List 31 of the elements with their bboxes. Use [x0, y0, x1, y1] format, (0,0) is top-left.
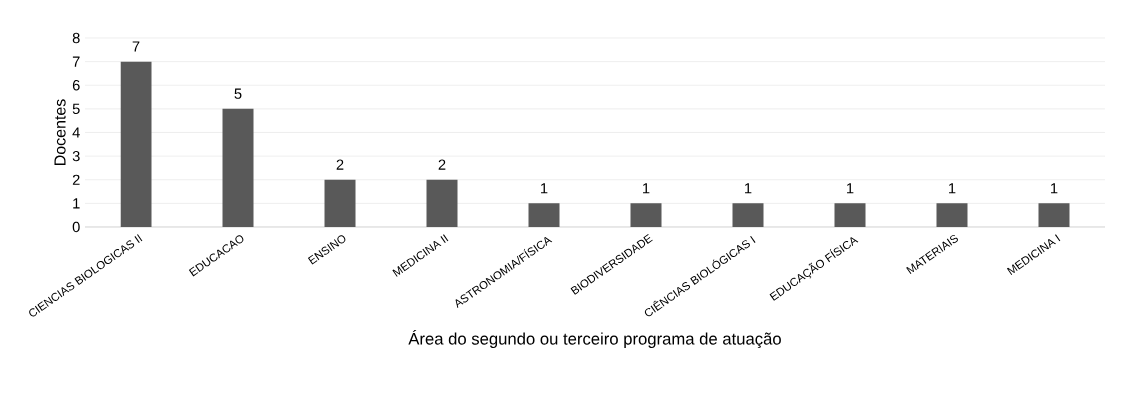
y-tick-label: 3 — [72, 150, 80, 162]
y-tick-label: 7 — [72, 56, 80, 67]
data-label: 1 — [745, 183, 752, 194]
data-label: 1 — [541, 183, 548, 194]
y-axis-title: Docentes — [54, 99, 66, 165]
data-label: 1 — [643, 183, 650, 194]
bar — [120, 61, 152, 227]
data-label: 1 — [847, 183, 854, 194]
bar — [222, 108, 254, 227]
data-label: 1 — [1051, 183, 1058, 194]
y-tick-label: 6 — [72, 80, 80, 91]
bar — [528, 203, 560, 227]
y-tick-label: 8 — [72, 32, 80, 44]
y-tick-label: 1 — [73, 198, 80, 209]
y-tick-label: 2 — [72, 174, 80, 185]
y-tick-label: 5 — [72, 103, 80, 114]
bar — [936, 203, 968, 227]
data-label: 7 — [132, 41, 140, 52]
data-label: 2 — [336, 159, 344, 170]
bar — [834, 203, 866, 227]
y-tick-label: 0 — [72, 221, 80, 233]
bar — [426, 179, 458, 227]
bar — [630, 203, 662, 227]
bar — [732, 203, 764, 227]
bar — [324, 179, 356, 227]
bar — [1038, 203, 1070, 227]
y-tick-label: 4 — [72, 127, 80, 138]
data-label: 5 — [234, 88, 242, 99]
data-label: 1 — [949, 183, 956, 194]
data-label: 2 — [438, 159, 446, 170]
x-axis-title: Área do segundo ou terceiro programa de atuação — [408, 330, 781, 349]
